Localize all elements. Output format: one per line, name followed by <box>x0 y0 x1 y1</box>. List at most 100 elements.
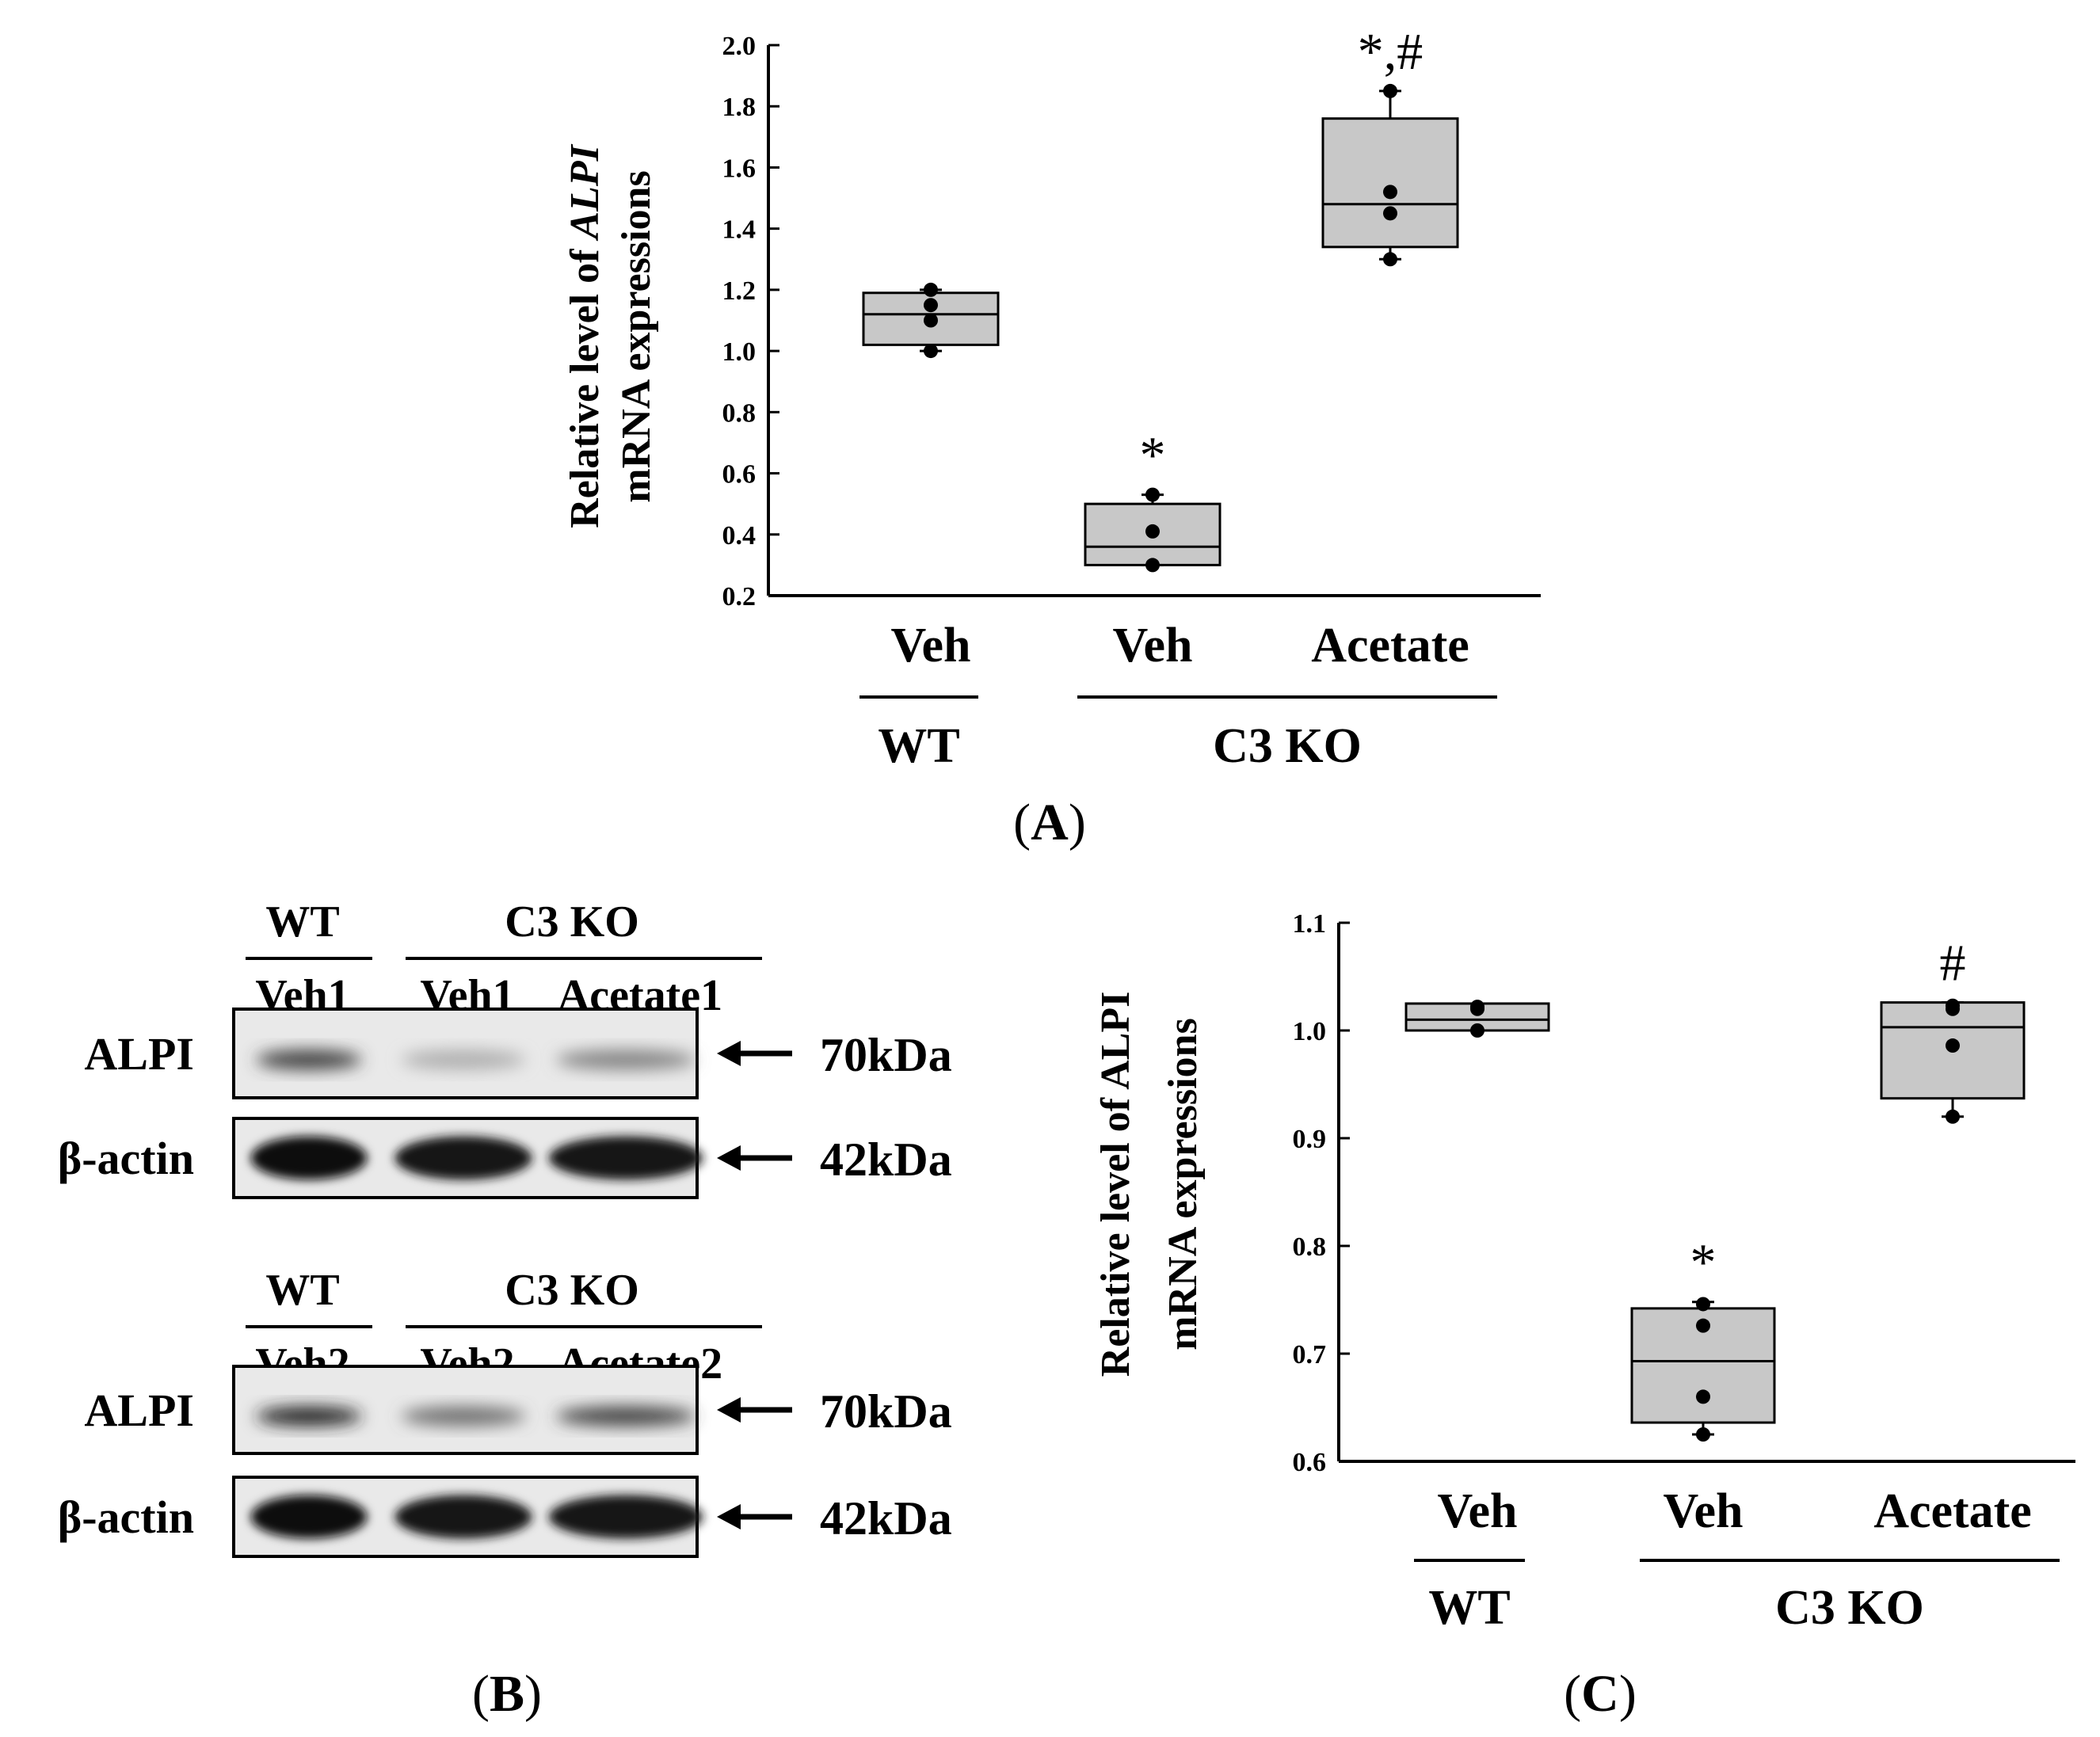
x-category-label: Veh <box>890 619 970 672</box>
blot-row-β-actin: β-actin 42kDa <box>58 1117 952 1199</box>
box-1 <box>862 282 1000 359</box>
x-category-label: Veh <box>1663 1484 1743 1538</box>
data-point <box>1470 1023 1484 1038</box>
chart-c-ylabel-line2: mRNA expressions <box>1161 1018 1206 1350</box>
chart-a-axes <box>767 45 1541 597</box>
blot-row-β-actin: β-actin 42kDa <box>58 1476 952 1558</box>
chart-c-y-ticks: 0.6 0.7 0.8 0.9 1.0 1.1 <box>1293 909 1350 1477</box>
chart-a-ylabel-italic: ALPI <box>562 143 608 241</box>
blot-band <box>556 1406 696 1427</box>
blot-band <box>548 1136 703 1180</box>
significance-mark: * <box>1690 1234 1717 1292</box>
data-point <box>924 313 938 328</box>
data-point <box>1946 1109 1960 1124</box>
group-label: C3 KO <box>1775 1581 1924 1635</box>
blot-band <box>394 1495 532 1539</box>
blot-group-ko: C3 KO <box>505 897 639 947</box>
y-tick-label: 0.7 <box>1293 1340 1327 1369</box>
chart-a-ylabel: Relative level of ALPI <box>562 143 608 528</box>
y-tick-label: 0.8 <box>1293 1232 1327 1262</box>
significance-mark: * <box>1140 427 1166 485</box>
blot-protein-label: ALPI <box>84 1028 194 1080</box>
y-tick-label: 1.0 <box>722 337 757 367</box>
blot-band <box>556 1049 696 1070</box>
y-tick-label: 1.1 <box>1293 909 1327 939</box>
x-category-label: Acetate <box>1873 1484 2032 1538</box>
box-2: * <box>1630 1234 1776 1442</box>
blot-band <box>401 1049 526 1070</box>
blot-band <box>256 1406 362 1427</box>
blot-size-label: 70kDa <box>820 1385 952 1438</box>
chart-c-ylabel-line1: Relative level of ALPI <box>1093 992 1138 1377</box>
chart-c-categories: Veh Veh Acetate WT C3 KO <box>1414 1484 2060 1635</box>
blot-size-label: 42kDa <box>820 1492 952 1545</box>
data-point <box>1145 524 1160 539</box>
x-category-label: Veh <box>1112 619 1192 672</box>
box-iqr <box>1321 117 1459 249</box>
blot-band <box>401 1406 526 1427</box>
data-point <box>1383 206 1397 221</box>
chart-c-panel-label: (C) <box>1564 1665 1637 1723</box>
blot-size-label: 42kDa <box>820 1133 952 1186</box>
y-tick-label: 0.9 <box>1293 1125 1327 1154</box>
blot-row-ALPI: ALPI 70kDa <box>84 1008 952 1099</box>
y-tick-label: 0.6 <box>1293 1448 1327 1477</box>
chart-a: 0.20.40.60.81.01.21.41.61.82.0 **,# Veh V… <box>562 23 1541 851</box>
blot-arrow-head <box>717 1041 741 1066</box>
data-point <box>1696 1427 1710 1442</box>
chart-c-axes <box>1337 923 2075 1463</box>
data-point <box>1470 1000 1484 1015</box>
blot-band <box>250 1495 368 1539</box>
blot-size-label: 70kDa <box>820 1029 952 1081</box>
chart-c-boxes: *# <box>1404 935 2026 1442</box>
box-iqr <box>1880 1001 2026 1100</box>
blot-arrow-head <box>717 1145 741 1171</box>
y-tick-label: 1.6 <box>722 154 757 183</box>
blot-band <box>548 1495 703 1539</box>
blot-band <box>250 1136 368 1180</box>
group-label: WT <box>878 719 959 773</box>
y-tick-label: 0.2 <box>722 582 757 611</box>
data-point <box>1145 558 1160 573</box>
y-tick-label: 1.4 <box>722 215 757 245</box>
box-2: * <box>1084 427 1222 573</box>
data-point <box>1696 1389 1710 1404</box>
blot-band <box>394 1136 532 1180</box>
blot-band <box>256 1049 362 1070</box>
blot-arrow-head <box>717 1397 741 1423</box>
box-1 <box>1404 1000 1550 1038</box>
y-tick-label: 1.0 <box>1293 1017 1327 1046</box>
y-tick-label: 0.6 <box>722 460 757 489</box>
x-category-label: Veh <box>1437 1484 1517 1538</box>
x-category-label: Acetate <box>1311 619 1469 672</box>
data-point <box>1696 1297 1710 1312</box>
y-tick-label: 1.8 <box>722 93 757 122</box>
chart-a-categories: Veh Veh Acetate WT C3 KO <box>859 619 1497 773</box>
data-point <box>1383 252 1397 267</box>
data-point <box>924 282 938 297</box>
blot-arrow-head <box>717 1504 741 1529</box>
blot-protein-label: β-actin <box>58 1133 194 1184</box>
data-point <box>1696 1318 1710 1333</box>
data-point <box>1946 998 1960 1013</box>
group-label: WT <box>1428 1581 1510 1635</box>
data-point <box>1383 83 1397 98</box>
chart-a-panel-label: (A) <box>1013 794 1086 851</box>
box-3: # <box>1880 935 2026 1124</box>
chart-a-boxes: * *,# <box>862 23 1459 573</box>
western-blot-panel-label: (B) <box>472 1665 542 1723</box>
data-point <box>1946 1038 1960 1053</box>
significance-mark: *,# <box>1358 23 1424 81</box>
group-label: C3 KO <box>1213 719 1362 773</box>
box-3: *,# <box>1321 23 1459 267</box>
y-tick-label: 1.2 <box>722 276 757 306</box>
y-tick-label: 2.0 <box>722 32 757 61</box>
data-point <box>1145 487 1160 502</box>
blot-group-wt: WT <box>265 1266 339 1315</box>
blot-row-ALPI: ALPI 70kDa <box>84 1365 952 1455</box>
data-point <box>924 344 938 359</box>
